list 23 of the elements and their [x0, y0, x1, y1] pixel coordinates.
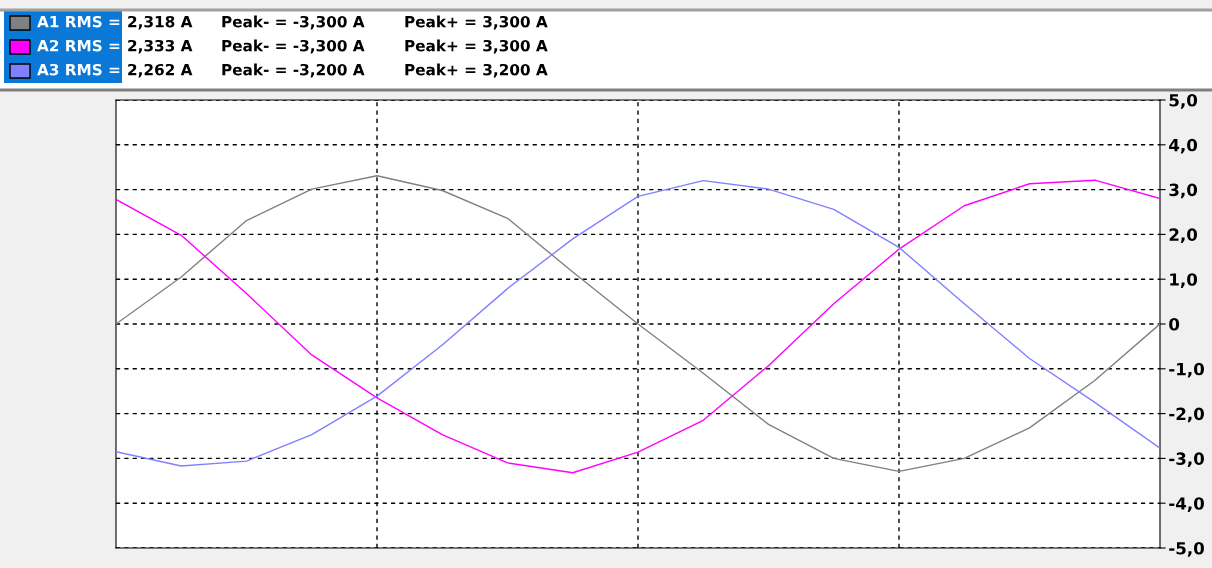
y-tick-label: 2,0 [1169, 228, 1198, 244]
y-tick-label: 0 [1169, 317, 1180, 331]
y-tick-label: 3,0 [1169, 183, 1198, 199]
text: Peak+ = 3,300 A [405, 15, 548, 30]
text: 2,318 A [128, 15, 193, 30]
y-tick-label: -5,0 [1169, 541, 1204, 557]
y-tick-label: -3,0 [1169, 452, 1204, 468]
y-tick-label: -2,0 [1169, 407, 1204, 423]
y-tick-label: 5,0 [1169, 93, 1198, 109]
legend-label: A3 RMS = [37, 63, 120, 76]
y-tick-label: -1,0 [1169, 362, 1204, 378]
text: Peak+ = 3,200 A [405, 63, 548, 78]
y-tick-label: 4,0 [1169, 138, 1198, 154]
text: 2,262 A [128, 63, 193, 78]
text: Peak- = -3,300 A [222, 15, 365, 30]
text: Peak- = -3,200 A [222, 63, 365, 78]
text: Peak- = -3,300 A [222, 39, 365, 54]
text: 2,333 A [128, 39, 193, 54]
y-tick-label: 1,0 [1170, 273, 1198, 288]
legend-label: A2 RMS = [37, 39, 120, 52]
y-tick-label: -4,0 [1169, 497, 1204, 512]
legend-label: A1 RMS = [37, 15, 120, 28]
text: Peak+ = 3,300 A [405, 39, 548, 54]
